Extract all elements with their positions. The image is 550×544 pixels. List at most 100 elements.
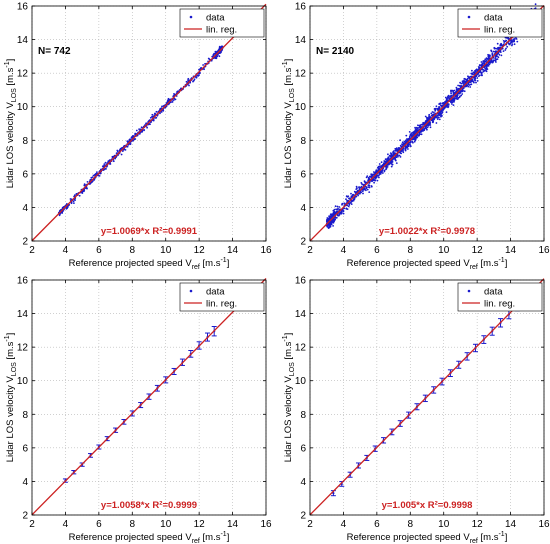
data-point xyxy=(409,145,412,148)
x-tick-label: 4 xyxy=(341,519,347,530)
data-point xyxy=(212,53,215,56)
data-point xyxy=(105,168,107,170)
data-point xyxy=(450,89,452,92)
data-point xyxy=(453,101,455,103)
data-point xyxy=(385,167,388,170)
legend-label-fit: lin. reg. xyxy=(206,299,237,310)
data-point xyxy=(101,165,104,168)
regression-equation: y=1.0022*x R²=0.9978 xyxy=(379,226,475,237)
data-point xyxy=(154,112,156,115)
data-point xyxy=(433,111,435,114)
data-point xyxy=(452,92,455,94)
data-point xyxy=(193,78,196,81)
data-point xyxy=(408,135,411,138)
legend-data-marker xyxy=(467,289,471,293)
y-tick-label: 4 xyxy=(300,203,306,214)
data-point xyxy=(480,61,483,63)
data-point xyxy=(460,84,462,87)
data-point xyxy=(471,69,473,72)
data-point xyxy=(462,89,464,92)
data-point xyxy=(96,171,98,174)
y-tick-label: 12 xyxy=(17,69,29,80)
data-point xyxy=(510,39,513,42)
data-point xyxy=(143,129,146,131)
data-point xyxy=(395,162,398,165)
data-point xyxy=(120,147,123,150)
x-tick-label: 8 xyxy=(130,245,136,256)
data-point xyxy=(86,181,89,183)
legend-box xyxy=(457,8,543,38)
data-point xyxy=(361,183,363,186)
x-tick-label: 4 xyxy=(63,519,69,530)
x-tick-label: 12 xyxy=(194,519,206,530)
tick-labels: 2 4 6 8 10 12 14 16 2 4 6 8 10 12 14 16 xyxy=(17,276,272,531)
y-tick-label: 14 xyxy=(295,35,307,46)
regression-line xyxy=(309,278,545,516)
data-point xyxy=(367,186,370,189)
data-point xyxy=(390,160,393,163)
data-point xyxy=(361,190,364,193)
data-point xyxy=(391,163,394,166)
data-point xyxy=(335,210,338,213)
data-point xyxy=(497,46,499,49)
y-tick-label: 2 xyxy=(22,511,28,522)
y-tick-label: 4 xyxy=(22,203,28,214)
data-point xyxy=(434,109,437,112)
legend-box xyxy=(179,8,265,38)
data-point xyxy=(387,153,389,156)
data-point xyxy=(155,110,158,113)
y-axis-label: Lidar LOS velocity VLOS [m.s-1] xyxy=(4,59,18,189)
data-point xyxy=(375,171,377,174)
data-point xyxy=(483,61,485,64)
y-tick-label: 8 xyxy=(22,136,28,147)
legend-label-fit: lin. reg. xyxy=(484,299,515,310)
data-point xyxy=(460,90,462,92)
axes-frame xyxy=(31,279,267,516)
data-point xyxy=(345,207,348,210)
data-point xyxy=(375,169,378,172)
data-point xyxy=(92,174,95,177)
data-point xyxy=(510,41,513,44)
data-point xyxy=(440,104,442,107)
data-point xyxy=(383,170,386,173)
data-point xyxy=(126,145,129,148)
data-point xyxy=(93,178,96,181)
data-point xyxy=(326,224,328,227)
data-point xyxy=(386,166,389,168)
x-tick-label: 10 xyxy=(438,245,450,256)
data-point xyxy=(373,181,375,184)
data-point xyxy=(447,103,450,106)
regression-equation: y=1.005*x R²=0.9998 xyxy=(382,500,473,511)
legend-label-data: data xyxy=(206,13,225,24)
data-point xyxy=(220,51,223,53)
x-axis-label: Reference projected speed Vref [m.s-1] xyxy=(347,531,508,544)
data-point xyxy=(473,81,475,84)
y-axis-label: Lidar LOS velocity VLOS [m.s-1] xyxy=(4,333,18,463)
data-point xyxy=(402,142,405,145)
data-point xyxy=(435,122,438,124)
data-point xyxy=(485,57,488,60)
data-point xyxy=(414,139,417,142)
data-point xyxy=(215,57,218,60)
data-point xyxy=(328,222,331,225)
data-point xyxy=(419,133,422,136)
x-tick-label: 8 xyxy=(408,245,414,256)
data-point xyxy=(441,102,444,105)
data-point xyxy=(66,206,68,209)
data-point xyxy=(460,82,463,85)
data-point xyxy=(332,225,334,227)
data-point xyxy=(395,147,398,150)
data-point xyxy=(171,101,174,103)
data-point xyxy=(343,202,346,205)
data-point xyxy=(431,121,434,123)
data-point xyxy=(437,114,439,117)
data-point xyxy=(185,80,188,83)
data-point xyxy=(422,130,424,132)
data-point xyxy=(355,188,358,191)
data-point xyxy=(467,82,470,85)
data-point xyxy=(393,157,395,160)
data-point xyxy=(365,176,368,179)
data-point xyxy=(149,123,151,126)
x-tick-label: 6 xyxy=(96,245,102,256)
